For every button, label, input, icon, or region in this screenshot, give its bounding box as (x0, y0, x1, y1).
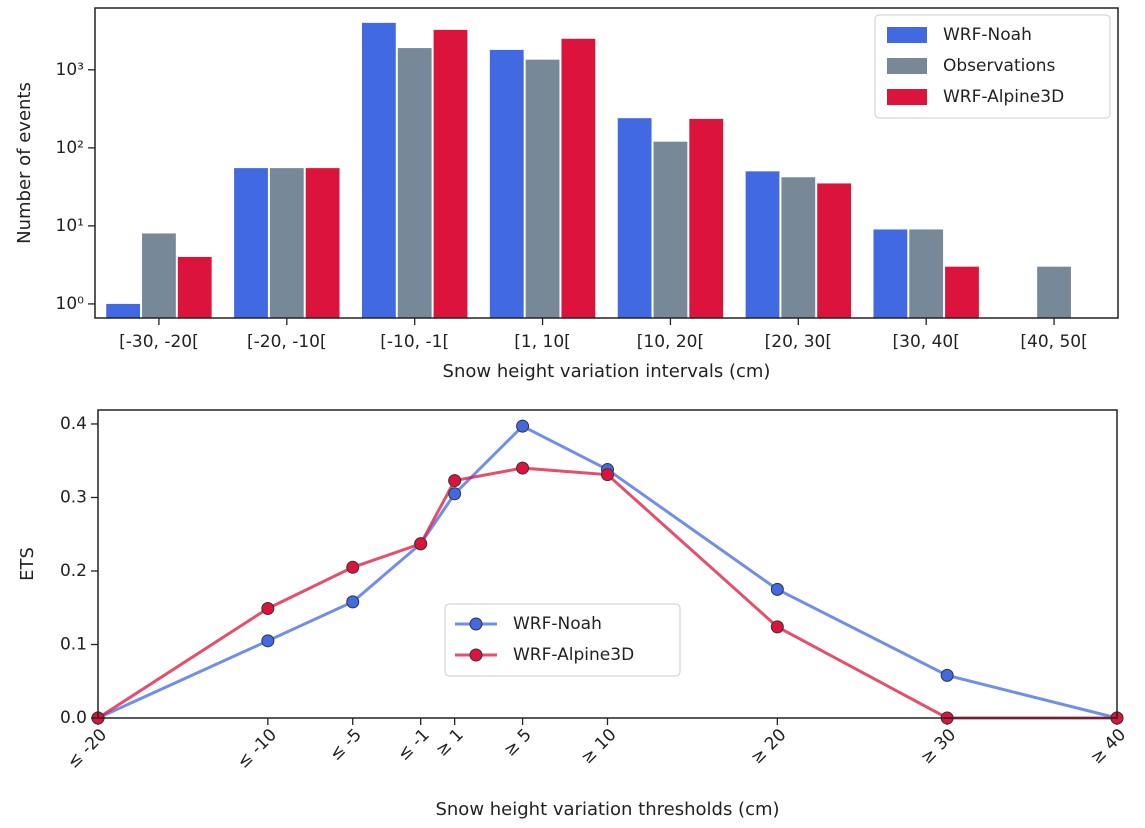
bar (873, 229, 908, 318)
point (516, 461, 530, 475)
bar (142, 233, 176, 318)
bar (489, 49, 524, 319)
point (448, 487, 462, 501)
plot-frame (94, 7, 1119, 319)
bar (234, 168, 268, 318)
bar (817, 183, 852, 318)
bar (177, 256, 212, 318)
x-tick-label: ≥ 1 (432, 725, 468, 761)
x-tick-label: ≥ 10 (577, 725, 620, 768)
bar (561, 38, 596, 319)
bar (525, 59, 560, 319)
point (940, 668, 954, 682)
y-axis-label: ETS (17, 547, 38, 581)
x-tick-label: [30, 40[ (893, 332, 960, 352)
point (448, 474, 462, 488)
point (261, 634, 275, 648)
bar (269, 168, 304, 318)
bar (689, 118, 724, 318)
y-tick-label: 0.1 (60, 634, 87, 654)
x-tick-label: ≥ 40 (1087, 725, 1130, 768)
bar (653, 141, 688, 318)
legend-marker (469, 648, 483, 662)
bar (361, 22, 396, 318)
series-line (97, 466, 1117, 720)
x-tick-label: [-20, -10[ (247, 332, 327, 352)
legend-marker (469, 617, 483, 631)
series-line (97, 424, 1118, 720)
y-axis-label: Number of events (14, 82, 35, 244)
bar (945, 266, 979, 318)
y-tick-label: 0.0 (60, 708, 87, 728)
bar (781, 177, 816, 318)
point (346, 560, 360, 574)
x-tick-label: ≥ 5 (500, 725, 536, 761)
bar (617, 118, 652, 318)
legend-swatch (887, 89, 927, 105)
y-tick-label: 0.3 (60, 487, 87, 507)
legend-label: WRF-Noah (943, 25, 1032, 45)
x-tick-label: ≤ -20 (63, 725, 111, 773)
y-tick-label: 0.2 (60, 561, 87, 581)
legend-box (444, 603, 681, 677)
point (346, 595, 360, 609)
x-tick-label: [20, 30[ (765, 332, 832, 352)
point (414, 537, 428, 551)
legend-swatch (887, 58, 927, 74)
x-tick-label: ≥ 30 (917, 725, 960, 768)
x-tick-label: [10, 20[ (637, 332, 704, 352)
bar (305, 168, 340, 318)
y-tick-label: 0.4 (60, 414, 87, 434)
legend-box (874, 14, 1111, 119)
x-tick-label: ≥ 20 (747, 725, 790, 768)
legend-swatch (887, 27, 927, 43)
x-tick-label: ≤ -5 (326, 725, 366, 765)
y-tick-label: 10¹ (56, 216, 84, 236)
bar (1037, 266, 1071, 318)
y-tick-label: 10³ (56, 60, 84, 80)
x-tick-label: [-10, -1[ (380, 332, 449, 352)
point (516, 419, 530, 433)
point (770, 582, 784, 596)
point (601, 468, 614, 482)
x-tick-label: ≤ -10 (233, 725, 281, 773)
point (770, 620, 784, 634)
plot-frame (97, 409, 1118, 719)
x-tick-label: [40, 50[ (1020, 332, 1087, 352)
x-tick-label: [1, 10[ (514, 332, 571, 352)
legend-label: WRF-Noah (513, 614, 602, 634)
x-tick-label: [-30, -20[ (119, 332, 199, 352)
x-tick-label: ≤ -1 (394, 725, 434, 765)
legend-label: WRF-Alpine3D (513, 645, 634, 665)
y-tick-label: 10⁰ (56, 294, 85, 314)
bar (909, 229, 944, 318)
point (261, 601, 275, 615)
bar (106, 303, 141, 318)
bar (433, 29, 468, 319)
legend-label: Observations (943, 56, 1056, 76)
x-axis-label: Snow height variation intervals (cm) (443, 361, 771, 382)
bar (745, 171, 780, 318)
x-axis-label: Snow height variation thresholds (cm) (435, 799, 779, 820)
legend-label: WRF-Alpine3D (943, 87, 1064, 107)
y-tick-label: 10² (56, 138, 84, 158)
bar (397, 48, 432, 318)
